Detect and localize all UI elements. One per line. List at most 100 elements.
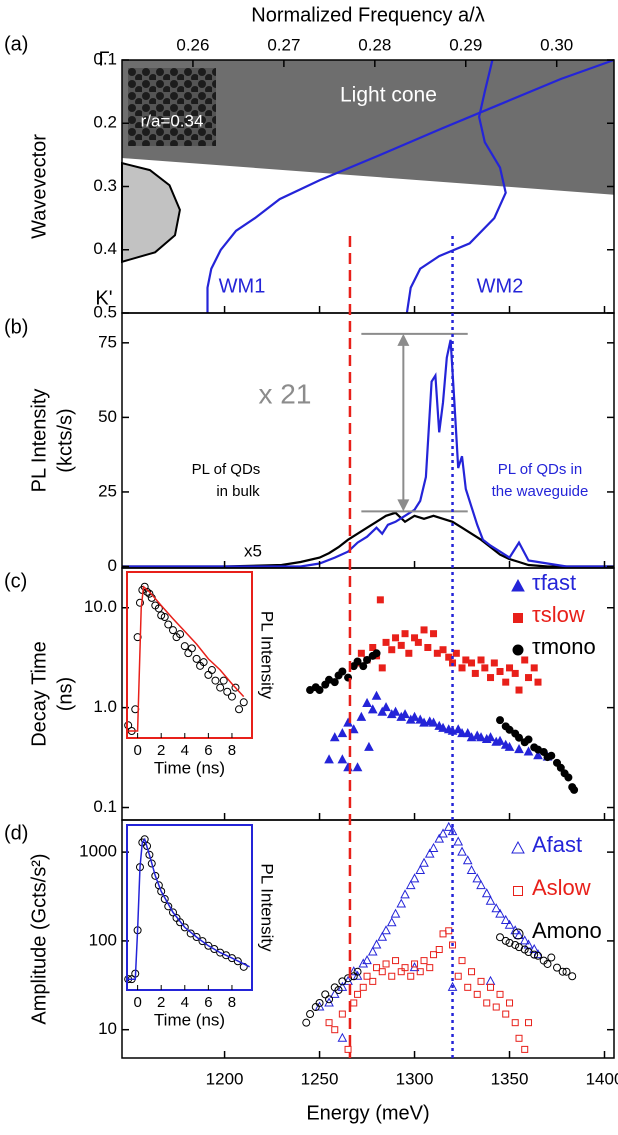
annotation: PL of QDs in [498,461,582,478]
point [401,630,409,638]
point [464,983,472,991]
point [419,857,429,867]
point [168,626,177,635]
point [376,596,384,604]
point [397,968,405,976]
point [438,828,448,838]
x-tick-label: 6 [204,994,212,1011]
line [128,585,245,732]
point [356,711,367,721]
x-tick-label: 1300 [396,1069,434,1088]
point [337,1032,348,1042]
sem-inset [128,68,216,146]
point [184,649,193,658]
point [485,895,496,905]
legend-label: τmono [532,634,596,659]
x-axis-label: Time (ns) [154,758,225,777]
point [525,674,533,682]
point [353,967,362,976]
point [198,937,207,946]
point [534,678,542,686]
panel-label: (b) [4,316,28,338]
point [180,923,189,932]
point [354,990,362,998]
x-tick-label: 4 [181,994,189,1011]
point [325,995,334,1004]
point [367,946,378,956]
point [495,908,505,918]
point [481,888,492,898]
point [435,946,443,954]
point [401,964,409,972]
point [180,642,189,651]
x-tick-label: 0 [133,994,141,1011]
x-tick-label: 8 [228,742,236,759]
point [433,649,441,657]
point [496,990,504,998]
point [397,641,405,649]
point [390,908,401,918]
point [364,741,374,751]
point [458,957,466,965]
point [207,666,216,675]
point [562,967,571,976]
panel-label: (d) [4,822,28,844]
y-point-label: Γ [98,48,109,70]
panel-label: (c) [4,570,27,592]
legend-marker [513,613,523,623]
point [453,724,464,734]
point [140,835,149,844]
point [337,754,348,764]
point [477,656,485,664]
point [428,842,439,852]
point [515,686,523,694]
point [445,927,453,935]
point [521,1045,529,1053]
point [315,686,324,695]
y-axis-label: PL Intensity [258,863,277,952]
point [359,983,367,991]
x-tick-label: 6 [204,742,212,759]
point [490,659,498,667]
point [176,918,185,927]
point [306,1010,315,1019]
point [359,662,368,671]
point [491,903,502,913]
point [543,959,552,968]
y-tick-label: 75 [98,332,117,351]
y-axis-label: PL Intensity [28,389,50,493]
curve-label: WM2 [477,275,524,297]
point [377,931,388,941]
point [525,1019,533,1027]
point [570,785,579,794]
point [530,950,539,959]
point [462,855,473,865]
x2-tick-label: 0.30 [540,35,573,54]
point [216,683,225,692]
point [133,633,142,642]
x-axis-label: Time (ns) [154,1010,225,1029]
point [514,744,524,754]
point [325,1019,333,1027]
point [381,925,391,935]
point [447,826,458,836]
point [392,634,400,642]
point [504,919,515,929]
point [223,687,232,696]
point [405,880,416,890]
point [235,705,244,714]
point [462,728,473,738]
point [553,963,562,972]
point [495,735,505,745]
point [476,880,486,890]
point [382,960,390,968]
region-label: Light cone [340,84,437,107]
y-tick-label: 0 [108,556,117,575]
point [124,721,133,730]
point [357,649,365,657]
point [485,732,496,742]
point [388,646,396,654]
y-axis-label: (ns) [54,677,76,711]
y-tick-label: 0.3 [93,176,117,195]
